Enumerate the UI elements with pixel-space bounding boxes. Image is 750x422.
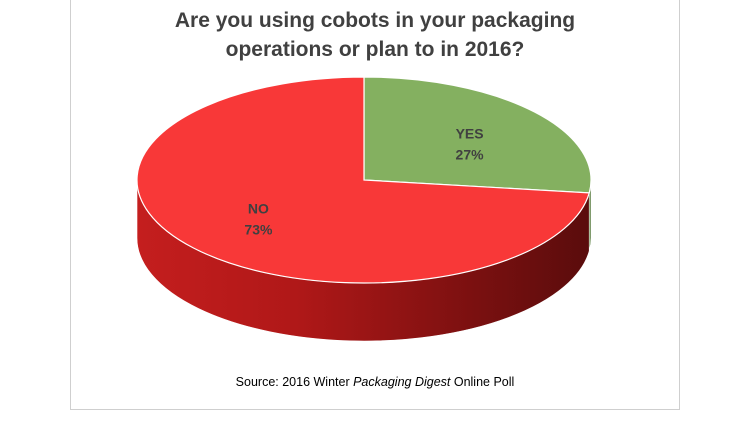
pie-slice-no bbox=[136, 76, 590, 284]
source-prefix: Source: 2016 Winter bbox=[235, 375, 354, 389]
pie-slice-yes bbox=[363, 76, 592, 194]
source-italic: Packaging Digest bbox=[353, 375, 451, 389]
slice-value-no: 73% bbox=[244, 221, 273, 237]
slice-label-no: NO bbox=[248, 200, 269, 216]
slice-label-yes: YES bbox=[456, 126, 484, 142]
source-suffix: Online Poll bbox=[450, 375, 515, 389]
chart-title: Are you using cobots in your packaging o… bbox=[70, 6, 680, 64]
chart-title-line-1: Are you using cobots in your packaging bbox=[174, 9, 576, 32]
slice-value-yes: 27% bbox=[456, 147, 485, 163]
source-note: Source: 2016 Winter Packaging Digest Onl… bbox=[70, 375, 680, 389]
chart-title-line-2: operations or plan to in 2016? bbox=[225, 38, 525, 61]
